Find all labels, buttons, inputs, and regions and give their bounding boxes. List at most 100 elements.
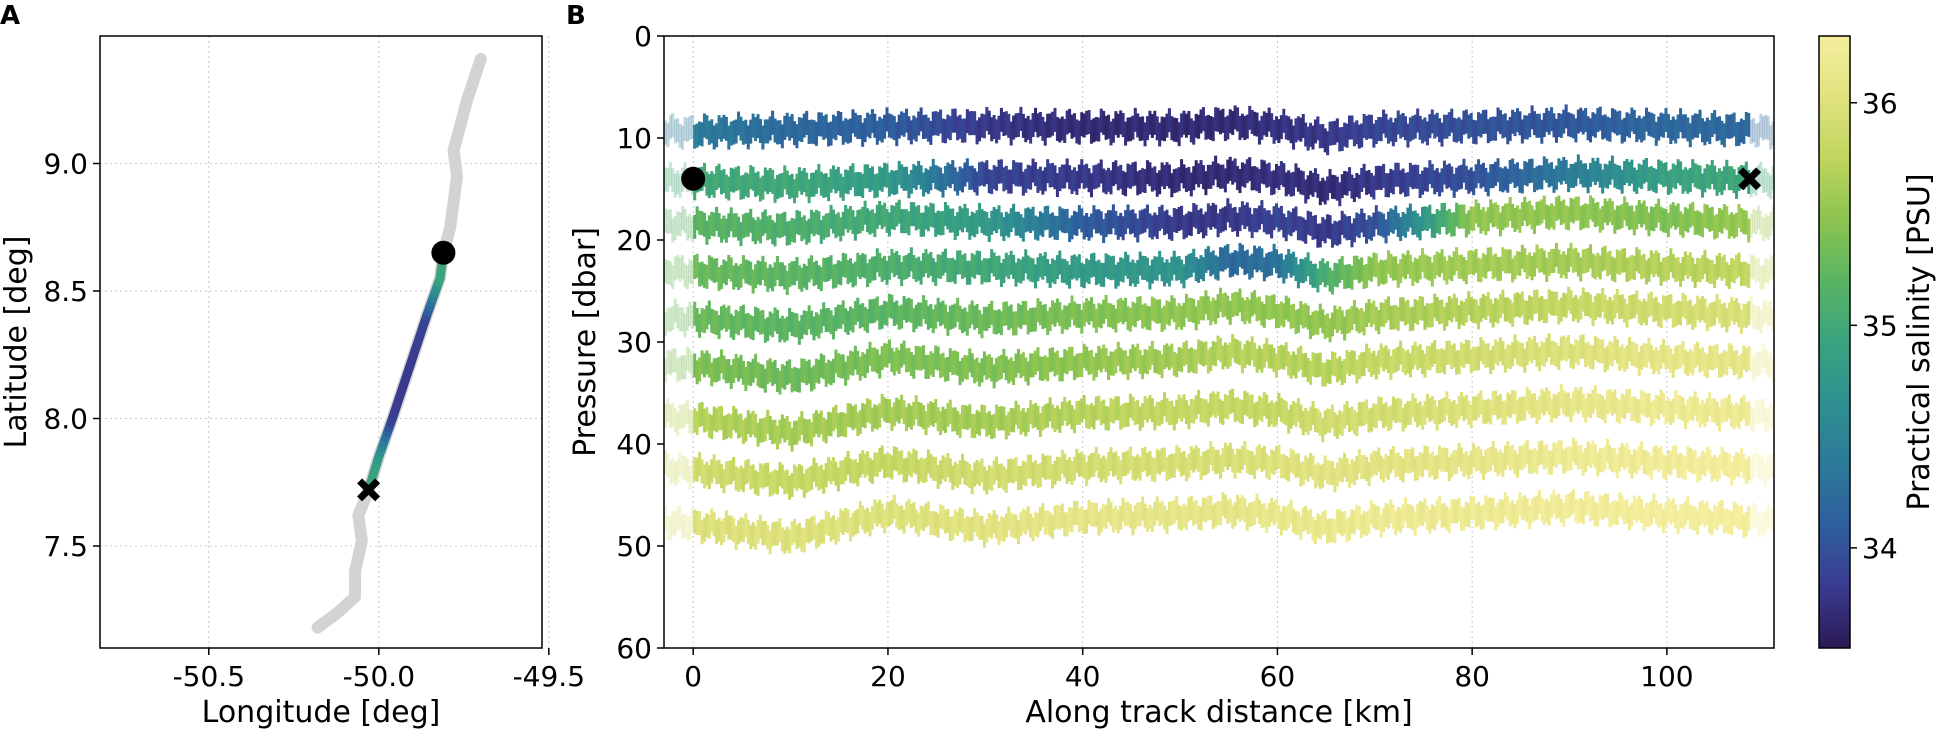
layer-sample <box>1394 511 1398 536</box>
layer-sample <box>1143 168 1147 193</box>
layer-sample <box>790 427 794 452</box>
layer-sample <box>1623 298 1627 323</box>
layer-sample <box>763 318 767 343</box>
layer-sample <box>1438 445 1442 470</box>
layer-sample <box>1068 303 1072 328</box>
layer-sample <box>807 258 811 283</box>
layer-sample <box>729 167 733 192</box>
layer-sample <box>1477 446 1481 471</box>
layer-sample <box>1277 392 1281 417</box>
layer-sample <box>946 205 950 230</box>
layer-sample <box>1654 445 1658 470</box>
layer-sample <box>1574 441 1578 466</box>
layer-sample <box>1693 163 1697 188</box>
layer-sample <box>1401 348 1405 373</box>
layer-sample <box>1245 296 1249 321</box>
layer-sample <box>1262 303 1266 328</box>
layer-sample <box>1282 108 1286 133</box>
layer-sample <box>715 311 719 335</box>
layer-sample <box>1034 350 1038 375</box>
layer-sample <box>1686 169 1690 194</box>
layer-sample <box>1666 212 1670 237</box>
layer-sample <box>1240 244 1244 269</box>
layer-sample <box>1481 504 1485 529</box>
layer-sample <box>1554 242 1558 267</box>
layer-sample <box>1145 204 1149 229</box>
layer-sample <box>939 109 943 134</box>
layer-sample <box>1126 402 1130 427</box>
layer-sample <box>783 165 787 190</box>
layer-sample <box>1425 345 1429 370</box>
layer-sample <box>900 262 904 287</box>
layer-sample <box>1296 264 1300 289</box>
layer-sample <box>960 208 964 233</box>
layer-sample <box>1199 208 1203 233</box>
layer-sample <box>1438 400 1442 425</box>
layer-sample <box>1540 497 1544 522</box>
layer-sample <box>1635 118 1639 143</box>
layer-sample <box>712 454 716 479</box>
layer-sample <box>1228 156 1232 181</box>
layer-sample <box>1759 309 1763 334</box>
layer-sample <box>778 214 782 239</box>
layer-sample <box>1304 179 1308 204</box>
layer-sample <box>1345 171 1349 196</box>
layer-sample <box>758 310 762 335</box>
layer-sample <box>1425 446 1429 471</box>
layer-sample <box>746 361 750 386</box>
layer-sample <box>1418 115 1422 140</box>
layer-sample <box>1060 309 1064 334</box>
layer-sample <box>1029 353 1033 378</box>
layer-sample <box>1700 118 1704 143</box>
layer-sample <box>883 202 887 227</box>
layer-sample <box>1533 290 1537 315</box>
layer-sample <box>1150 259 1154 284</box>
layer-sample <box>1606 252 1610 277</box>
layer-sample <box>1128 307 1132 332</box>
layer-sample <box>1369 257 1373 282</box>
layer-sample <box>1236 212 1240 237</box>
layer-sample <box>1708 207 1712 232</box>
layer-sample <box>1311 125 1315 150</box>
layer-sample <box>1007 169 1011 194</box>
layer-sample <box>1489 117 1493 142</box>
layer-sample <box>1727 114 1731 139</box>
layer-sample <box>1442 256 1446 281</box>
layer-sample <box>951 351 955 376</box>
layer-sample <box>1024 357 1028 382</box>
layer-sample <box>1270 497 1274 522</box>
layer-sample <box>1732 351 1736 376</box>
layer-sample <box>941 118 945 143</box>
layer-sample <box>1216 294 1220 319</box>
layer-sample <box>664 312 668 336</box>
layer-sample <box>1442 503 1446 528</box>
layer-sample <box>1401 113 1405 138</box>
layer-sample <box>990 514 994 539</box>
layer-sample <box>1294 310 1298 335</box>
layer-sample <box>1155 401 1159 426</box>
layer-sample <box>1567 206 1571 231</box>
layer-sample <box>1009 408 1013 433</box>
layer-sample <box>1445 302 1449 327</box>
layer-sample <box>1226 115 1230 140</box>
layer-sample <box>676 506 680 531</box>
layer-sample <box>1428 453 1432 478</box>
layer-sample <box>841 510 845 535</box>
layer-sample <box>987 512 991 537</box>
layer-sample <box>690 304 694 329</box>
layer-sample <box>1355 212 1359 237</box>
layer-sample <box>707 215 711 240</box>
layer-sample <box>1301 259 1305 284</box>
layer-sample <box>1016 404 1020 429</box>
layer-sample <box>1170 343 1174 368</box>
layer-sample <box>812 120 816 145</box>
layer-sample <box>1326 459 1330 484</box>
layer-sample <box>1077 205 1081 230</box>
layer-sample <box>1326 313 1330 338</box>
layer-sample <box>943 248 947 273</box>
layer-sample <box>710 308 714 333</box>
layer-sample <box>1070 255 1074 280</box>
layer-sample <box>1155 116 1159 141</box>
layer-sample <box>1632 167 1636 192</box>
